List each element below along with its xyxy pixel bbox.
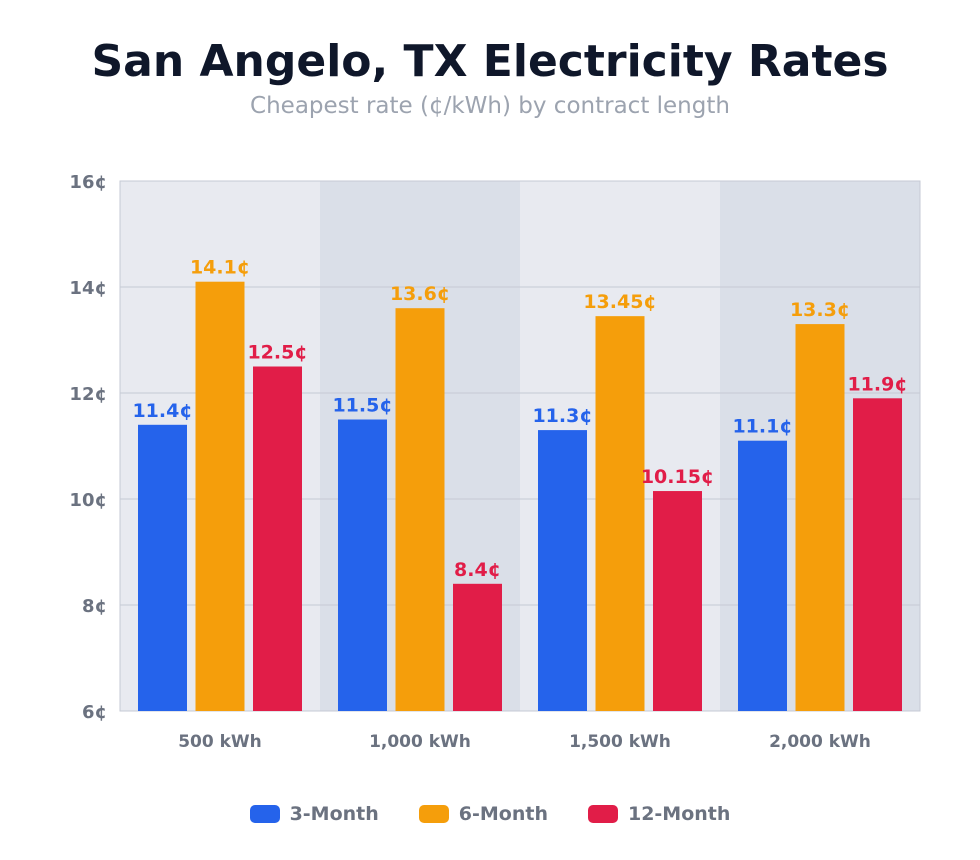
bar — [453, 583, 502, 711]
legend-item: 12-Month — [587, 803, 731, 825]
plot-border — [119, 180, 921, 712]
bar — [338, 419, 387, 711]
data-label: 11.5¢ — [332, 395, 392, 417]
legend: 3-Month 6-Month 12-Month — [0, 803, 980, 825]
chart-title: San Angelo, TX Electricity Rates — [91, 36, 889, 87]
y-tick-label: 16¢ — [69, 172, 107, 193]
data-label: 11.4¢ — [132, 400, 192, 422]
data-label: 8.4¢ — [454, 559, 501, 581]
y-tick-label: 6¢ — [82, 702, 107, 723]
bar — [653, 491, 702, 711]
data-label: 13.45¢ — [583, 291, 656, 313]
legend-swatch — [587, 805, 618, 823]
legend-label: 12-Month — [627, 803, 731, 825]
x-tick-label: 500 kWh — [178, 732, 262, 752]
legend-label: 6-Month — [458, 803, 548, 825]
bar — [595, 316, 645, 711]
bar — [195, 281, 245, 711]
legend-item: 3-Month — [249, 803, 379, 825]
bar — [738, 440, 787, 711]
y-tick-label: 12¢ — [69, 384, 107, 405]
legend-item: 6-Month — [418, 803, 548, 825]
x-tick-label: 1,500 kWh — [569, 732, 671, 752]
bar — [853, 398, 902, 711]
x-tick-label: 1,000 kWh — [369, 732, 471, 752]
data-label: 11.9¢ — [847, 373, 907, 395]
legend-swatch — [418, 805, 449, 823]
data-label: 13.3¢ — [790, 299, 850, 321]
y-tick-label: 10¢ — [69, 490, 107, 511]
legend-swatch — [249, 805, 280, 823]
chart-subtitle: Cheapest rate (¢/kWh) by contract length — [250, 93, 730, 119]
bar — [138, 424, 187, 711]
bar — [395, 308, 445, 711]
data-label: 11.3¢ — [532, 405, 592, 427]
x-tick-label: 2,000 kWh — [769, 732, 871, 752]
data-label: 11.1¢ — [732, 416, 792, 438]
data-label: 13.6¢ — [390, 283, 450, 305]
legend-label: 3-Month — [289, 803, 379, 825]
bar — [538, 430, 587, 711]
data-label: 10.15¢ — [641, 466, 714, 488]
y-tick-label: 8¢ — [82, 596, 107, 617]
bar — [795, 324, 845, 711]
y-tick-label: 14¢ — [69, 278, 107, 299]
data-label: 12.5¢ — [247, 342, 307, 364]
bar — [253, 366, 302, 711]
data-label: 14.1¢ — [190, 257, 250, 279]
